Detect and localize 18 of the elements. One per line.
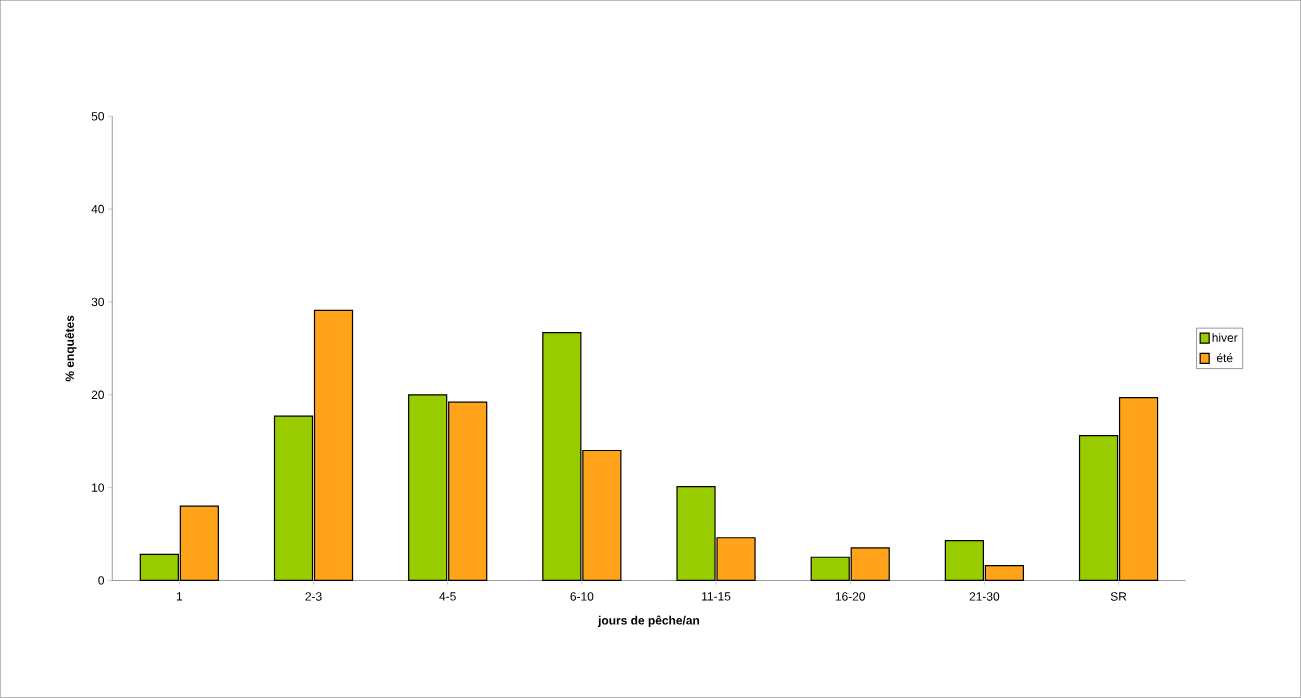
- x-tick-label: 21-30: [969, 592, 1000, 601]
- x-tick-label: 16-20: [835, 592, 866, 601]
- x-tick-label: 11-15: [702, 592, 731, 601]
- x-tick-label: 2-3: [305, 592, 322, 601]
- x-tick-label: 4-5: [439, 592, 456, 601]
- legend-label: hiver: [1212, 333, 1238, 343]
- x-tick-label: 1: [176, 592, 183, 601]
- x-tick-label: 6-10: [570, 592, 594, 601]
- y-tick-label: 20: [91, 390, 105, 400]
- y-tick-label: 50: [91, 112, 105, 121]
- y-tick-label: 40: [91, 205, 105, 214]
- legend-label: été: [1216, 353, 1233, 363]
- y-axis-title: % enquêtes: [64, 315, 77, 382]
- y-tick-label: 30: [91, 297, 105, 307]
- x-axis-title: jours de pêche/an: [597, 615, 700, 628]
- y-tick-label: 0: [98, 576, 105, 585]
- x-tick-label: SR: [1110, 592, 1127, 601]
- y-tick-label: 10: [92, 483, 105, 492]
